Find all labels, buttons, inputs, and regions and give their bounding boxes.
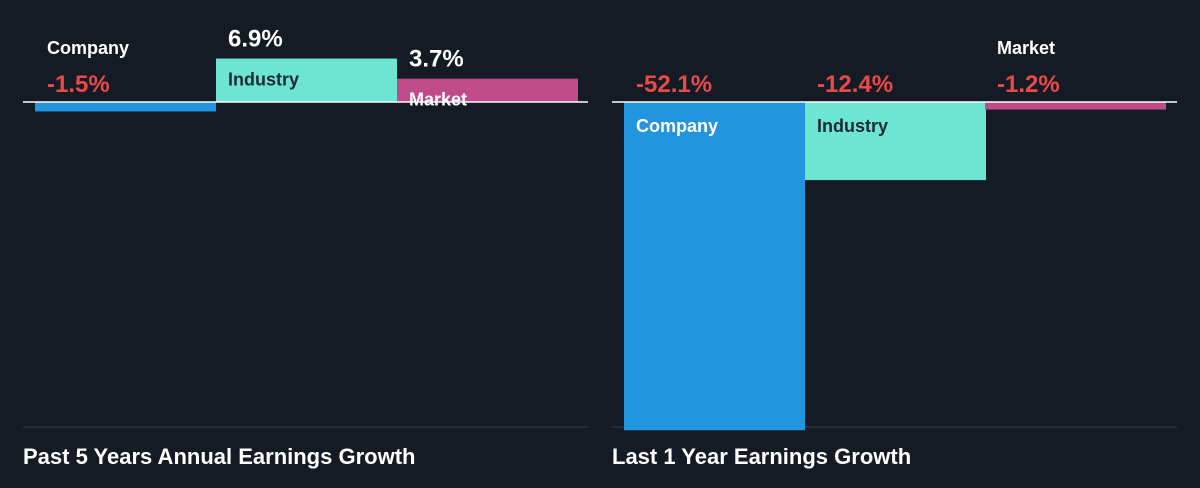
category-label-industry-five-year: Industry [228, 70, 299, 90]
bar-market-one-year [985, 102, 1166, 110]
bar-company-five-year [35, 102, 216, 112]
value-label-company-five-year: -1.5% [47, 71, 110, 98]
value-label-industry-five-year: 6.9% [228, 26, 283, 53]
category-label-market-one-year: Market [997, 38, 1055, 58]
category-label-market-five-year: Market [409, 90, 467, 110]
category-label-company-one-year: Company [636, 116, 718, 136]
bar-company-one-year [624, 102, 805, 431]
bar-market-five-year [397, 78, 578, 102]
bar-industry-five-year [216, 58, 397, 102]
chart-title-one-year: Last 1 Year Earnings Growth [612, 444, 912, 469]
chart-title-five-year: Past 5 Years Annual Earnings Growth [23, 444, 416, 469]
value-label-company-one-year: -52.1% [636, 71, 712, 98]
category-label-company-five-year: Company [47, 38, 129, 58]
bar-industry-one-year [805, 102, 986, 181]
value-label-market-one-year: -1.2% [997, 71, 1060, 98]
value-label-market-five-year: 3.7% [409, 46, 464, 73]
value-label-industry-one-year: -12.4% [817, 71, 893, 98]
category-label-industry-one-year: Industry [817, 116, 888, 136]
